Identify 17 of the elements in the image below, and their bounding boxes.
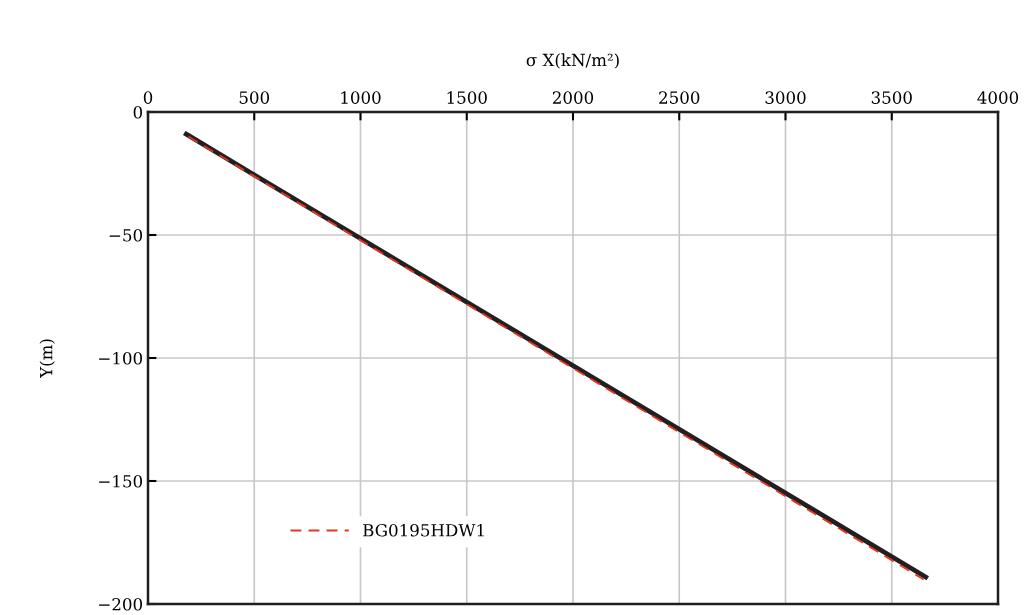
y-tick-label: −100 [99,351,143,365]
x-tick-label: 4000 [977,91,1019,104]
x-tick-label: 500 [239,91,270,104]
y-tick-label: 0 [133,105,143,119]
y-tick-label: −150 [99,474,143,488]
y-tick-label: −50 [109,228,143,242]
x-tick-label: 1500 [447,91,487,104]
x-tick-label: 2500 [659,91,700,104]
y-axis-title: Y(m) [39,339,55,379]
x-tick-label: 1000 [341,91,381,104]
y-tick-label: −200 [99,597,143,611]
x-axis-title: σ X(kN/m²) [526,53,619,69]
x-tick-label: 2000 [552,91,594,104]
x-tick-label: 3000 [765,91,806,104]
x-tick-label: 3500 [871,91,912,104]
legend-label: BG0195HDW1 [363,523,484,537]
x-tick-label: 0 [143,91,153,104]
